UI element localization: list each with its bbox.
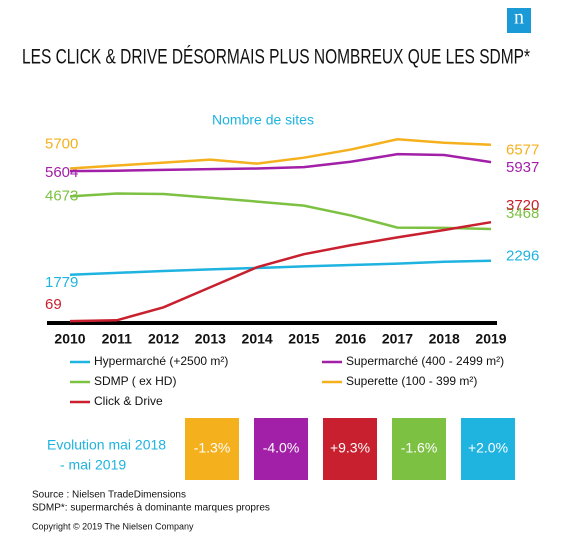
series-line xyxy=(69,259,492,277)
series-line xyxy=(69,152,492,173)
legend-label: Supermarché (400 - 2499 m²) xyxy=(346,354,504,368)
x-tick-label: 2016 xyxy=(335,331,366,347)
end-label: 2296 xyxy=(506,248,539,265)
chart-subtitle: Nombre de sites xyxy=(212,112,314,128)
start-label: 5604 xyxy=(45,164,78,181)
end-label: 3720 xyxy=(506,197,539,214)
legend-label: Hypermarché (+2500 m²) xyxy=(94,354,228,368)
evolution-label: +9.3% xyxy=(330,440,370,456)
x-tick-label: 2014 xyxy=(242,331,273,347)
evolution-box xyxy=(185,418,239,480)
evolution-box xyxy=(254,418,308,480)
end-label: 5937 xyxy=(506,159,539,176)
start-label: 69 xyxy=(45,296,62,313)
start-label: 1779 xyxy=(45,274,78,291)
source-note: Source : Nielsen TradeDimensions xyxy=(32,490,186,501)
logo-box xyxy=(507,8,531,33)
evolution-label: +2.0% xyxy=(468,440,508,456)
evolution-label: -1.3% xyxy=(194,440,231,456)
legend-label: Superette (100 - 399 m²) xyxy=(346,374,477,388)
evolution-box xyxy=(392,418,446,480)
x-tick-label: 2018 xyxy=(429,331,460,347)
x-tick-label: 2010 xyxy=(54,331,85,347)
start-label: 4673 xyxy=(45,187,78,204)
source-note: SDMP*: supermarchés à dominante marques … xyxy=(32,503,270,514)
x-tick-label: 2015 xyxy=(288,331,319,347)
copyright: Copyright © 2019 The Nielsen Company xyxy=(32,521,194,531)
evolution-box xyxy=(461,418,515,480)
evolution-label: -4.0% xyxy=(263,440,300,456)
legend-label: Click & Drive xyxy=(94,394,163,408)
evolution-title: - mai 2019 xyxy=(60,457,126,473)
x-tick-label: 2013 xyxy=(195,331,226,347)
evolution-label: -1.6% xyxy=(401,440,438,456)
end-label: 3468 xyxy=(506,205,539,222)
x-tick-label: 2017 xyxy=(382,331,413,347)
chart-title: LES CLICK & DRIVE DÉSORMAIS PLUS NOMBREU… xyxy=(22,46,530,69)
x-tick-label: 2012 xyxy=(148,331,179,347)
series-line xyxy=(69,192,492,231)
x-tick-label: 2019 xyxy=(475,331,506,347)
logo: n xyxy=(514,7,524,29)
evolution-title: Evolution mai 2018 xyxy=(47,437,166,453)
x-tick-label: 2011 xyxy=(102,331,133,347)
evolution-box xyxy=(323,418,377,480)
series-line xyxy=(69,220,492,323)
legend-label: SDMP ( ex HD) xyxy=(94,374,176,388)
series-line xyxy=(69,138,492,170)
end-label: 6577 xyxy=(506,142,539,159)
start-label: 5700 xyxy=(45,135,78,152)
